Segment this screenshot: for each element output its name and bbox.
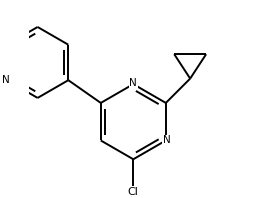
Text: Cl: Cl	[128, 187, 139, 197]
Text: N: N	[163, 135, 171, 146]
Text: N: N	[2, 75, 10, 85]
Text: N: N	[130, 78, 137, 88]
